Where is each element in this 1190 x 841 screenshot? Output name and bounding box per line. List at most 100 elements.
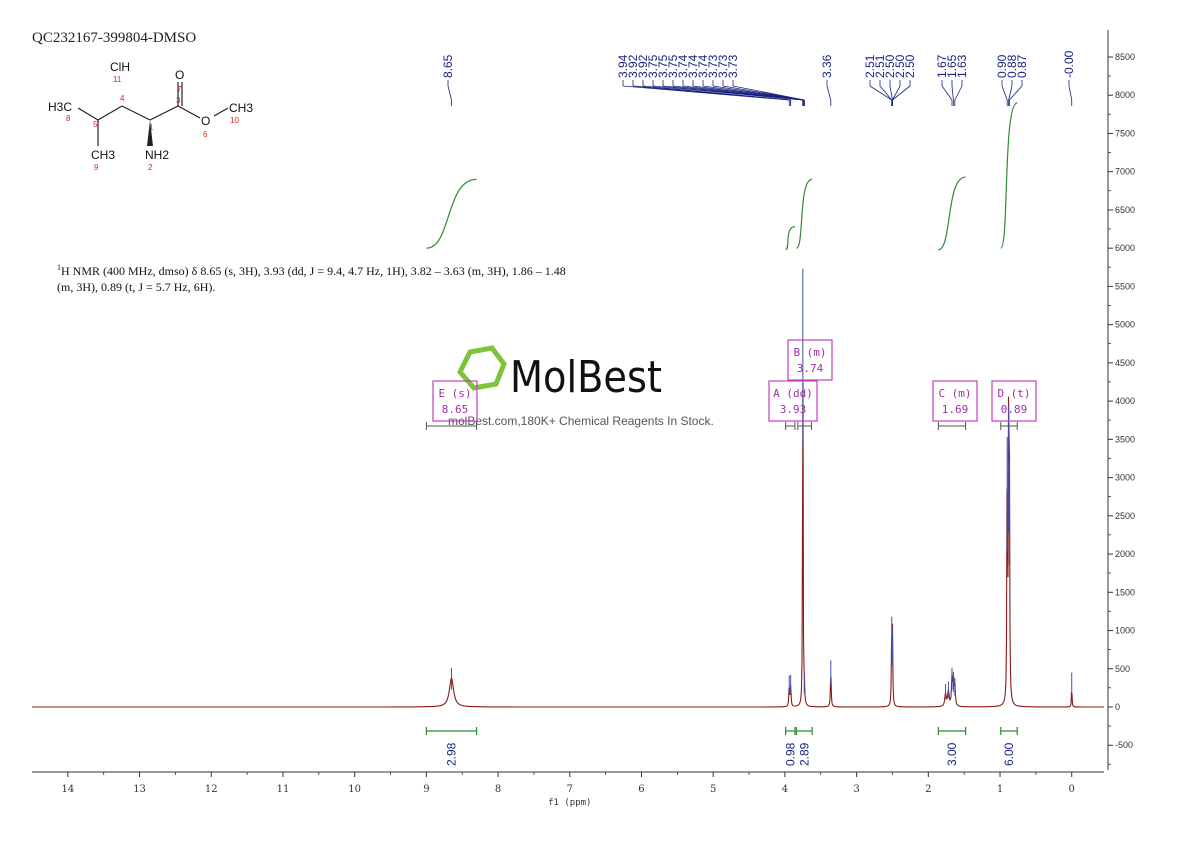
atom-label: H3C xyxy=(48,100,72,114)
y-axis: -500 0 500 1000 1500 2000 2500 3000 3500 4000 4500… xyxy=(1107,30,1135,770)
y-tick-label: 7000 xyxy=(1115,167,1135,177)
peak-label: 3.75 xyxy=(656,54,670,78)
integration-value: 3.00 xyxy=(945,742,959,766)
multiplet-box xyxy=(768,380,818,422)
multiplet-shift: 3.74 xyxy=(797,362,824,375)
atom-label: O xyxy=(201,114,210,128)
multiplet-shift: 1.69 xyxy=(942,403,969,416)
x-tick-label: 1 xyxy=(997,784,1003,795)
peak-label: 1.65 xyxy=(945,54,959,78)
atom-number: 9 xyxy=(94,163,99,172)
peak-label: 0.90 xyxy=(995,54,1009,78)
multiplet-shift: 0.89 xyxy=(1001,403,1028,416)
peak-label: 3.75 xyxy=(646,54,660,78)
atom-number: 11 xyxy=(113,75,122,84)
nmr-description-line2: (m, 3H), 0.89 (t, J = 5.7 Hz, 6H). xyxy=(57,280,216,294)
y-tick-label: 1500 xyxy=(1115,587,1135,597)
multiplet-label: A (dd) xyxy=(773,387,813,400)
multiplet-box xyxy=(787,339,833,381)
peak-label: 3.94 xyxy=(616,54,630,78)
y-tick-label: 4000 xyxy=(1115,396,1135,406)
peak-label: 3.73 xyxy=(716,54,730,78)
atom-number: 6 xyxy=(203,130,208,139)
x-axis-label: f1 (ppm) xyxy=(548,798,591,808)
peak-label: 3.92 xyxy=(636,54,650,78)
y-tick-label: 0 xyxy=(1115,702,1120,712)
peak-label: 0.87 xyxy=(1015,54,1029,78)
y-tick-label: 3000 xyxy=(1115,473,1135,483)
integral-curves xyxy=(426,102,1018,251)
atom-label: ClH xyxy=(110,60,130,74)
x-tick-label: 4 xyxy=(782,784,788,795)
nmr-description: 1H NMR (400 MHz, dmso) δ 8.65 (s, 3H), 3… xyxy=(57,260,697,295)
atom-label: CH3 xyxy=(229,101,253,115)
y-tick-label: 8000 xyxy=(1115,90,1135,100)
atom-number: 2 xyxy=(148,163,153,172)
peak-labels: 8.65 3.943.923.923.753.753.753.743.743.74… xyxy=(441,50,1076,106)
atom-number: 8 xyxy=(66,114,71,123)
integral-curve xyxy=(426,178,477,249)
x-tick-label: 8 xyxy=(495,784,501,795)
x-tick-label: 6 xyxy=(638,784,644,795)
peak-label: 3.36 xyxy=(820,54,834,78)
logo-hexagon-icon xyxy=(457,345,507,391)
peak-label: 0.88 xyxy=(1005,54,1019,78)
x-tick-label: 3 xyxy=(853,784,859,795)
atom-number: 4 xyxy=(120,94,125,103)
integration-value: 0.98 xyxy=(783,742,797,766)
peak-label: 3.74 xyxy=(686,54,700,78)
multiplet-shift: 8.65 xyxy=(442,403,469,416)
molecule-structure: ClH 11 O 7 H3C 8 4 3 O 6 CH3 10 5 1 CH3 … xyxy=(48,60,253,172)
x-tick-label: 9 xyxy=(423,784,429,795)
multiplet-label: E (s) xyxy=(438,387,471,400)
multiplet-label: D (t) xyxy=(997,387,1030,400)
peak-label: 3.73 xyxy=(726,54,740,78)
atom-number: 7 xyxy=(177,85,182,94)
integral-curve xyxy=(1000,102,1018,249)
y-tick-label: 3500 xyxy=(1115,434,1135,444)
y-tick-label: 2000 xyxy=(1115,549,1135,559)
logo-brand: MolBest xyxy=(510,352,662,403)
x-tick-label: 12 xyxy=(205,784,218,795)
multiplet-label: C (m) xyxy=(938,387,971,400)
y-tick-label: 7500 xyxy=(1115,128,1135,138)
nucleus-superscript: 1 xyxy=(57,263,61,272)
peak-label: 2.51 xyxy=(873,54,887,78)
peak-label: 2.50 xyxy=(883,54,897,78)
y-tick-label: 4500 xyxy=(1115,358,1135,368)
integration-value: 2.89 xyxy=(797,742,811,766)
peak-label: 1.67 xyxy=(935,54,949,78)
atom-number: 3 xyxy=(176,96,181,105)
integral-curve xyxy=(795,178,813,249)
multiplet-box xyxy=(991,380,1037,422)
peak-label: 1.63 xyxy=(955,54,969,78)
peak-label: 3.74 xyxy=(696,54,710,78)
peak-label: 3.75 xyxy=(666,54,680,78)
peak-label: 2.50 xyxy=(903,54,917,78)
multiplet-label: B (m) xyxy=(793,346,826,359)
peak-label: -0.00 xyxy=(1062,50,1076,78)
multiplet-shift: 3.93 xyxy=(780,403,807,416)
integration-value: 2.98 xyxy=(444,742,458,766)
y-tick-label: 5500 xyxy=(1115,281,1135,291)
y-tick-label: 1000 xyxy=(1115,626,1135,636)
x-tick-label: 2 xyxy=(925,784,931,795)
integral-curve xyxy=(785,226,796,251)
peak-label: 2.50 xyxy=(893,54,907,78)
atom-label: O xyxy=(175,68,184,82)
peak-label: 8.65 xyxy=(441,54,455,78)
integration-bars: 2.98 0.98 2.89 3.00 6.00 xyxy=(425,727,1018,766)
x-tick-label: 10 xyxy=(348,784,361,795)
x-tick-label: 7 xyxy=(567,784,573,795)
multiplet-boxes: E (s) 8.65 B (m) 3.74 A (dd) 3.93 C (m) 1.69 D (… xyxy=(425,339,1037,430)
y-tick-label: 500 xyxy=(1115,664,1130,674)
peak-label: 3.73 xyxy=(706,54,720,78)
multiplet-box xyxy=(432,380,478,422)
y-tick-label: 8500 xyxy=(1115,52,1135,62)
peak-label: 2.51 xyxy=(863,54,877,78)
atom-number: 10 xyxy=(230,116,239,125)
multiplet-box xyxy=(932,380,978,422)
spectrum-title: QC232167-399804-DMSO xyxy=(32,30,197,46)
y-tick-label: 2500 xyxy=(1115,511,1135,521)
